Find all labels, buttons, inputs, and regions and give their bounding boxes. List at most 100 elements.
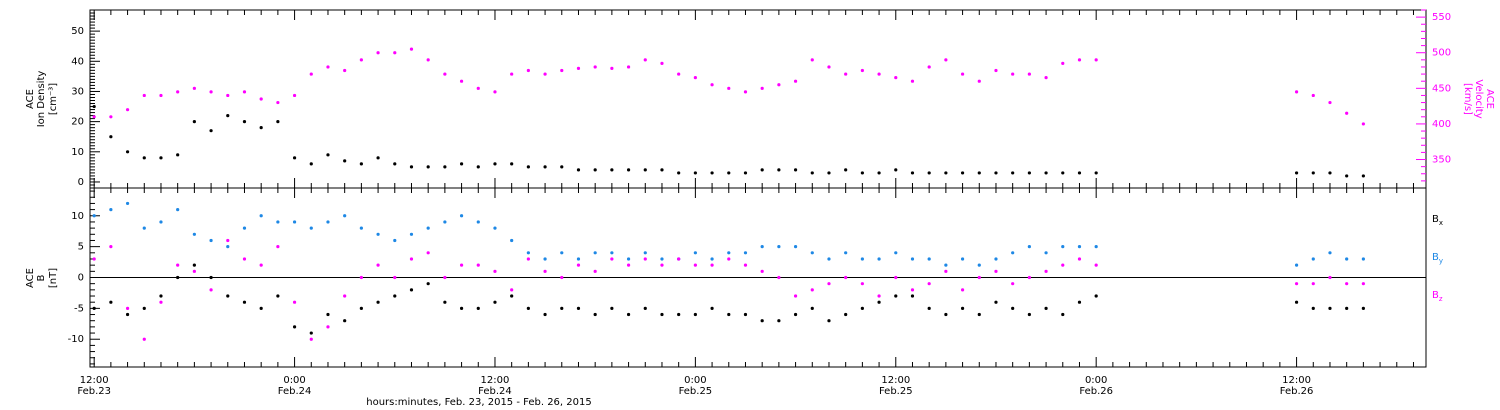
velocity-point — [626, 65, 631, 69]
velocity-point — [710, 83, 714, 87]
by-point — [1011, 251, 1015, 255]
ion-density-point — [660, 168, 664, 172]
by-point — [660, 257, 664, 261]
bx-point — [660, 312, 664, 317]
ion-density-point — [1294, 171, 1299, 175]
x-tick-time-label: 0:00 — [283, 375, 305, 386]
bz-point — [877, 294, 881, 298]
bx-point — [192, 263, 196, 267]
ion-density-point — [777, 168, 781, 172]
by-point — [309, 226, 313, 230]
bz-point — [476, 263, 480, 267]
bottom-left-label-line2: B — [36, 274, 47, 281]
bx-point — [693, 312, 697, 317]
by-point — [827, 257, 831, 261]
by-point — [476, 220, 480, 224]
ion-density-point — [176, 153, 180, 157]
ion-density-point — [493, 162, 497, 166]
ion-density-point — [1094, 171, 1098, 175]
velocity-point — [459, 79, 464, 83]
velocity-point — [142, 93, 146, 98]
velocity-point — [176, 90, 180, 94]
bz-point — [593, 269, 597, 273]
bz-point — [1077, 257, 1082, 261]
bz-point — [443, 275, 447, 280]
legend-bx: Bx — [1432, 214, 1443, 227]
top-left-label-line3: [cm⁻³] — [48, 83, 59, 115]
legend-bx-sub: x — [1439, 219, 1443, 227]
ion-density-point — [626, 168, 631, 172]
bx-point — [309, 331, 313, 335]
bx-point — [793, 312, 798, 317]
bottom-left-tick-label: 10 — [71, 211, 84, 222]
bx-point — [526, 306, 530, 310]
ion-density-point — [1345, 174, 1349, 178]
bx-point — [510, 294, 514, 298]
top-left-label-line1: ACE — [25, 89, 36, 109]
velocity-point — [777, 83, 781, 87]
bz-point — [894, 275, 898, 280]
x-tick-time-label: 12:00 — [881, 375, 910, 386]
bz-point — [125, 306, 130, 310]
bx-point — [443, 300, 447, 304]
by-point — [543, 257, 547, 261]
ion-density-point — [1311, 171, 1315, 175]
bz-point — [409, 257, 414, 261]
by-point — [927, 257, 931, 261]
bz-point — [543, 269, 547, 273]
bx-point — [242, 300, 247, 304]
by-point — [409, 232, 414, 236]
by-point — [793, 245, 798, 249]
bz-point — [944, 269, 948, 273]
bz-point — [1061, 263, 1065, 267]
velocity-point — [877, 72, 881, 76]
top-right-axis-label: ACE Velocity [km/s] — [1462, 79, 1495, 118]
bz-point — [176, 263, 180, 267]
bz-point — [677, 257, 681, 261]
bz-point — [259, 263, 263, 267]
bx-point — [125, 312, 130, 317]
by-point — [1311, 257, 1315, 261]
bx-point — [92, 306, 96, 310]
bz-point — [1311, 282, 1315, 286]
bx-point — [727, 312, 731, 317]
bx-point — [376, 300, 380, 304]
bx-point — [1311, 306, 1315, 310]
bx-point — [944, 312, 948, 317]
velocity-point — [593, 65, 597, 69]
bz-point — [910, 288, 915, 292]
bx-point — [142, 306, 146, 310]
bz-point — [309, 337, 313, 341]
legend-bz-main: B — [1432, 290, 1439, 301]
top-left-axis-label: ACE Ion Density [cm⁻³] — [25, 71, 59, 128]
bx-point — [777, 319, 781, 323]
ion-density-point — [393, 162, 397, 166]
bx-point — [610, 306, 614, 310]
bx-point — [977, 312, 981, 317]
bz-point — [760, 269, 764, 273]
by-point — [693, 251, 697, 255]
ion-density-point — [576, 168, 581, 172]
legend-bz: Bz — [1432, 290, 1443, 303]
by-point — [710, 257, 714, 261]
velocity-point — [1027, 72, 1031, 76]
by-point — [226, 245, 230, 249]
bx-point — [810, 306, 814, 310]
bx-point — [476, 306, 480, 310]
ion-density-point — [510, 162, 514, 166]
bz-point — [226, 238, 230, 243]
bx-point — [960, 306, 965, 310]
ion-density-point — [560, 165, 564, 169]
bz-point — [727, 257, 731, 261]
top-right-tick-label: 450 — [1432, 83, 1451, 94]
by-point — [459, 214, 464, 218]
top-left-label-line2: Ion Density — [36, 71, 47, 128]
top-left-tick-label: 10 — [71, 147, 84, 158]
velocity-point — [827, 65, 831, 69]
bz-point — [459, 263, 464, 267]
by-point — [1345, 257, 1349, 261]
top-right-tick-label: 350 — [1432, 155, 1451, 166]
bx-point — [1044, 306, 1048, 310]
bx-point — [159, 294, 163, 298]
bx-point — [359, 306, 363, 310]
